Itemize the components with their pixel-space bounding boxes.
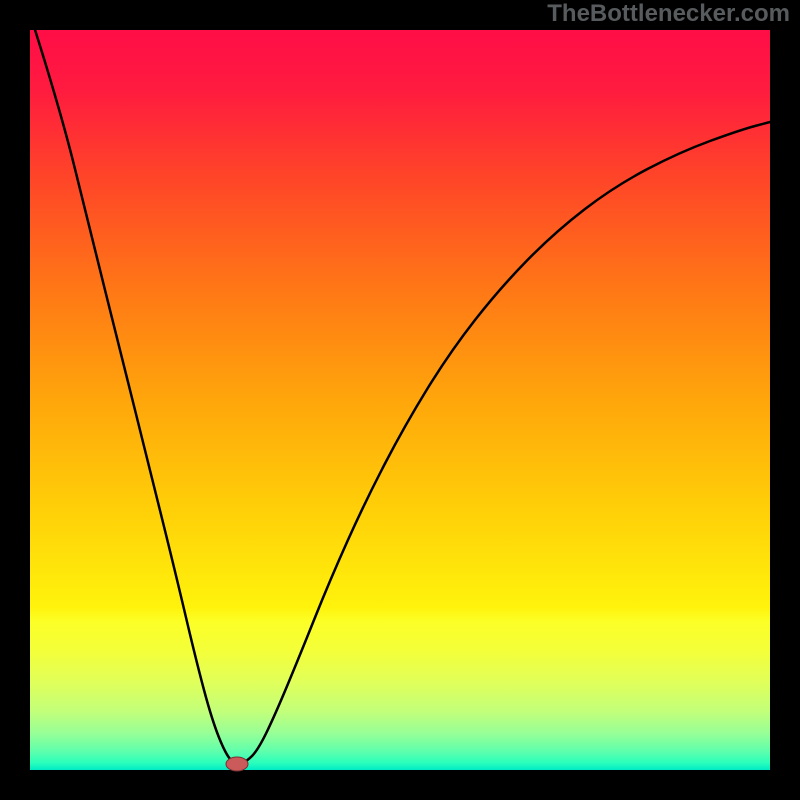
gradient-background — [30, 30, 770, 770]
chart-svg — [0, 0, 800, 800]
min-marker — [226, 757, 248, 771]
watermark-text: TheBottlenecker.com — [547, 0, 790, 28]
plot-area — [0, 0, 800, 800]
chart-container: TheBottlenecker.com — [0, 0, 800, 800]
